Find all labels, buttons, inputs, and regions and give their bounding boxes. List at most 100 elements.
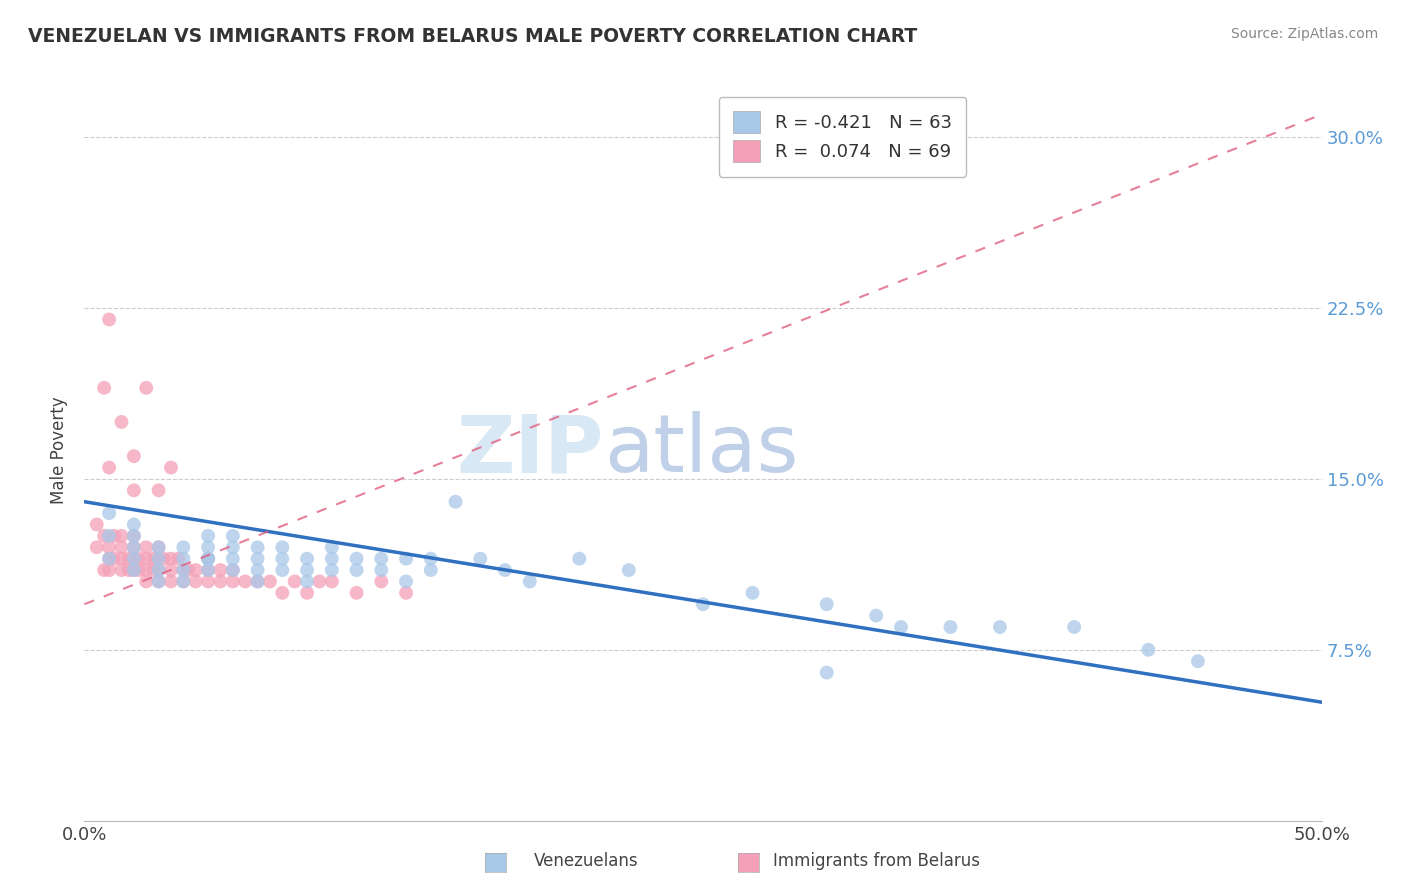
- Point: [271, 586, 294, 600]
- Point: [271, 541, 294, 555]
- Point: [160, 551, 183, 566]
- Point: [494, 563, 516, 577]
- Point: [197, 541, 219, 555]
- Point: [222, 563, 245, 577]
- Point: [122, 529, 145, 543]
- Point: [110, 541, 132, 555]
- Point: [110, 551, 132, 566]
- Point: [103, 551, 125, 566]
- Point: [470, 551, 492, 566]
- Point: [295, 586, 318, 600]
- Point: [295, 563, 318, 577]
- Point: [222, 551, 245, 566]
- Point: [122, 563, 145, 577]
- Point: [160, 574, 183, 589]
- Point: [346, 563, 368, 577]
- Y-axis label: Male Poverty: Male Poverty: [51, 397, 69, 504]
- Point: [172, 563, 194, 577]
- Point: [122, 483, 145, 498]
- Point: [122, 449, 145, 463]
- Point: [209, 563, 232, 577]
- Point: [160, 460, 183, 475]
- Point: [395, 551, 418, 566]
- Point: [395, 574, 418, 589]
- Point: [98, 541, 121, 555]
- Point: [308, 574, 330, 589]
- Point: [148, 574, 170, 589]
- Point: [148, 574, 170, 589]
- Text: atlas: atlas: [605, 411, 799, 490]
- Point: [815, 597, 838, 611]
- Point: [128, 563, 150, 577]
- Point: [321, 574, 343, 589]
- Point: [865, 608, 887, 623]
- Point: [295, 551, 318, 566]
- Point: [135, 381, 157, 395]
- Point: [246, 541, 269, 555]
- Point: [246, 563, 269, 577]
- Point: [98, 460, 121, 475]
- Point: [197, 551, 219, 566]
- Point: [93, 563, 115, 577]
- Point: [135, 541, 157, 555]
- Point: [370, 551, 392, 566]
- Point: [197, 551, 219, 566]
- Point: [122, 551, 145, 566]
- Point: [142, 563, 165, 577]
- Point: [172, 541, 194, 555]
- Point: [346, 586, 368, 600]
- Point: [988, 620, 1011, 634]
- Point: [395, 586, 418, 600]
- Point: [246, 574, 269, 589]
- Point: [148, 563, 170, 577]
- Point: [568, 551, 591, 566]
- Point: [197, 574, 219, 589]
- Point: [1187, 654, 1209, 668]
- Point: [890, 620, 912, 634]
- Point: [197, 529, 219, 543]
- Point: [148, 551, 170, 566]
- Point: [419, 563, 441, 577]
- Point: [259, 574, 281, 589]
- Point: [135, 574, 157, 589]
- Point: [370, 563, 392, 577]
- Point: [271, 563, 294, 577]
- Point: [197, 563, 219, 577]
- Point: [98, 506, 121, 520]
- Point: [519, 574, 541, 589]
- Point: [172, 574, 194, 589]
- Text: ZIP: ZIP: [457, 411, 605, 490]
- Point: [152, 551, 174, 566]
- Point: [135, 563, 157, 577]
- Point: [184, 563, 207, 577]
- Point: [118, 551, 141, 566]
- Point: [148, 563, 170, 577]
- Point: [1063, 620, 1085, 634]
- Point: [110, 415, 132, 429]
- Point: [103, 529, 125, 543]
- Point: [939, 620, 962, 634]
- Point: [122, 551, 145, 566]
- Point: [128, 551, 150, 566]
- Text: VENEZUELAN VS IMMIGRANTS FROM BELARUS MALE POVERTY CORRELATION CHART: VENEZUELAN VS IMMIGRANTS FROM BELARUS MA…: [28, 27, 917, 45]
- Point: [222, 541, 245, 555]
- Point: [142, 551, 165, 566]
- Point: [271, 551, 294, 566]
- Text: Venezuelans: Venezuelans: [534, 852, 638, 870]
- Point: [172, 551, 194, 566]
- Point: [167, 551, 190, 566]
- Point: [148, 541, 170, 555]
- Point: [692, 597, 714, 611]
- Point: [135, 551, 157, 566]
- Point: [98, 563, 121, 577]
- Point: [122, 529, 145, 543]
- Point: [246, 574, 269, 589]
- Point: [172, 574, 194, 589]
- Point: [222, 574, 245, 589]
- Point: [741, 586, 763, 600]
- Point: [197, 563, 219, 577]
- Point: [321, 541, 343, 555]
- Text: Immigrants from Belarus: Immigrants from Belarus: [773, 852, 980, 870]
- Point: [222, 563, 245, 577]
- Text: Source: ZipAtlas.com: Source: ZipAtlas.com: [1230, 27, 1378, 41]
